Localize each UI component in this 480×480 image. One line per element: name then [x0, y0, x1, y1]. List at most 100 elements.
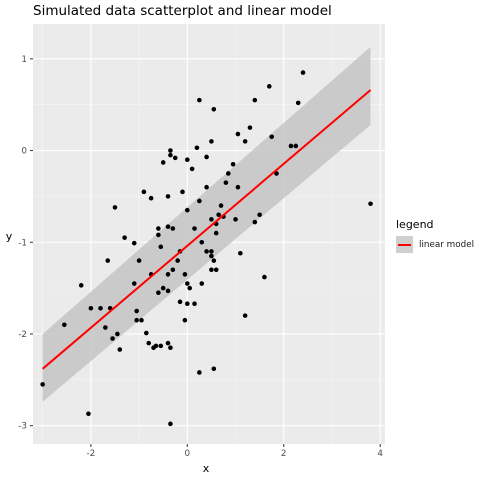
y-axis-label: y [5, 230, 13, 243]
regression-line [41, 89, 372, 370]
data-point [209, 217, 214, 222]
data-point [274, 171, 279, 176]
data-point [216, 212, 221, 218]
data-point [115, 331, 120, 337]
data-point [192, 226, 197, 231]
data-point [170, 267, 176, 273]
data-point [182, 272, 188, 277]
data-point [211, 258, 217, 263]
data-point [257, 212, 262, 218]
data-point [168, 421, 173, 427]
data-point [204, 154, 209, 160]
y-tick-label: 0 [21, 147, 27, 157]
confidence-band [42, 46, 371, 402]
data-point [160, 285, 166, 291]
data-point [86, 411, 91, 417]
data-point [209, 267, 214, 273]
data-point [185, 157, 190, 163]
data-point [300, 70, 306, 75]
data-point [213, 230, 219, 236]
data-point [165, 194, 171, 199]
x-tick-label: -2 [86, 449, 95, 459]
data-point [197, 97, 202, 103]
data-point [185, 207, 190, 213]
data-point [112, 205, 118, 210]
legend-label: linear model [419, 239, 475, 250]
data-point [223, 180, 229, 185]
data-point [105, 258, 111, 263]
data-point [368, 201, 373, 207]
y-tick-label: -3 [18, 422, 27, 432]
data-point [175, 258, 180, 263]
chart-title: Simulated data scatterplot and linear mo… [33, 3, 332, 19]
data-point [131, 240, 137, 246]
data-point [182, 317, 188, 323]
data-point [153, 343, 159, 349]
data-point [211, 366, 217, 372]
legend: legend linear model [396, 218, 474, 253]
data-point [158, 343, 164, 349]
data-point [185, 301, 190, 306]
data-point [62, 322, 67, 328]
y-tick-label: -2 [18, 330, 27, 340]
data-point [139, 317, 144, 323]
data-point [168, 148, 173, 153]
data-point [293, 143, 299, 149]
data-point [194, 145, 200, 151]
data-point [209, 249, 214, 254]
data-point [156, 226, 161, 231]
x-tick-label: 0 [184, 449, 190, 459]
data-point [158, 244, 164, 250]
data-point [235, 131, 241, 137]
data-point [141, 189, 147, 195]
data-point [131, 281, 137, 286]
data-point [199, 281, 205, 286]
data-point [144, 330, 149, 336]
data-point [165, 288, 171, 294]
data-point [177, 299, 183, 305]
data-point [136, 258, 142, 263]
data-point [165, 272, 171, 277]
data-point [78, 283, 84, 288]
data-point [242, 313, 248, 318]
data-point [225, 171, 231, 176]
data-point [98, 305, 103, 311]
data-point [218, 203, 224, 208]
x-axis-label: x [202, 462, 210, 475]
data-point [235, 184, 241, 190]
legend-title: legend [396, 218, 434, 231]
legend-key-line-icon [396, 236, 413, 253]
data-point [211, 106, 217, 112]
data-point [197, 198, 202, 204]
data-point [168, 345, 173, 351]
data-point [187, 285, 193, 291]
data-point [160, 160, 166, 165]
data-point [189, 166, 195, 172]
data-point [156, 232, 161, 238]
data-point [122, 235, 127, 240]
data-point [230, 162, 236, 167]
data-point [247, 125, 253, 130]
data-point [209, 253, 214, 259]
data-point [262, 274, 267, 280]
data-point [117, 347, 123, 352]
data-point [197, 370, 202, 375]
data-point [156, 290, 161, 295]
data-point [242, 139, 248, 144]
data-point [110, 336, 115, 341]
data-point [134, 317, 139, 323]
data-point [103, 325, 108, 330]
data-point [266, 84, 272, 89]
data-point [148, 195, 154, 201]
data-point [252, 219, 258, 225]
data-point [165, 340, 171, 346]
data-point [165, 224, 171, 229]
data-point [209, 139, 214, 144]
data-point [252, 97, 258, 103]
x-tick-label: 4 [377, 449, 383, 459]
data-point [238, 250, 243, 256]
data-point [168, 152, 173, 158]
data-point [146, 340, 152, 346]
